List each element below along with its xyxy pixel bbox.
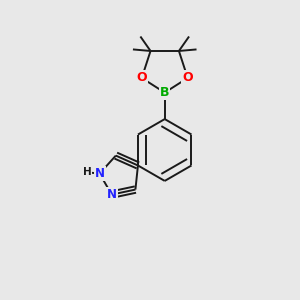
Text: N: N bbox=[94, 167, 105, 180]
Text: N: N bbox=[107, 188, 117, 201]
Text: O: O bbox=[136, 71, 147, 85]
Text: B: B bbox=[160, 86, 169, 99]
Text: H: H bbox=[83, 167, 92, 177]
Text: O: O bbox=[182, 71, 193, 85]
